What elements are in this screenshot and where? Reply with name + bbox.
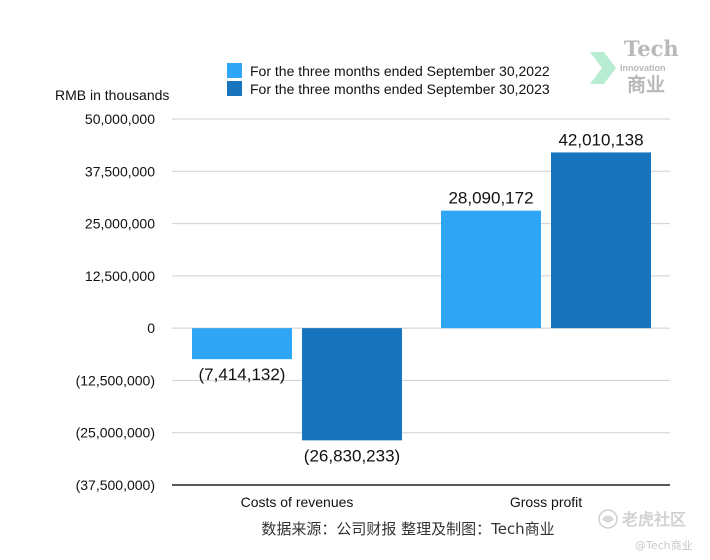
x-axis-category-labels: Costs of revenues Gross profit	[241, 494, 583, 510]
logo-text-tech: Tech	[624, 36, 679, 61]
x-category-label: Gross profit	[510, 494, 582, 510]
y-tick-label: 0	[147, 320, 155, 336]
y-axis-unit-label: RMB in thousands	[55, 87, 169, 103]
data-labels: (7,414,132) (26,830,233) 28,090,172 42,010,…	[199, 130, 644, 465]
y-tick-label: 25,000,000	[85, 216, 155, 232]
bar-gross-s1	[441, 210, 541, 329]
logo-text-brand: 商业	[627, 73, 665, 96]
watermark-text: 老虎社区	[621, 510, 686, 529]
y-tick-label: 12,500,000	[85, 268, 155, 284]
y-tick-label: 50,000,000	[85, 111, 155, 127]
logo-text-innovation: Innovation	[620, 63, 666, 73]
x-category-label: Costs of revenues	[241, 494, 354, 510]
logo-chevron-icon	[590, 52, 616, 84]
data-label: (7,414,132)	[199, 365, 286, 384]
y-tick-label: (25,000,000)	[76, 425, 155, 441]
tiger-logo-icon	[598, 509, 618, 529]
watermark: 老虎社区 @Tech商业	[598, 509, 693, 552]
data-label: (26,830,233)	[304, 446, 400, 465]
legend-swatch	[227, 81, 242, 96]
legend-label: For the three months ended September 30,…	[250, 81, 550, 97]
data-label: 28,090,172	[448, 189, 533, 208]
legend-label: For the three months ended September 30,…	[250, 63, 550, 79]
bars	[192, 152, 651, 441]
y-axis-tick-labels: 50,000,000 37,500,000 25,000,000 12,500,000…	[76, 111, 156, 493]
bar-gross-s2	[551, 152, 651, 329]
data-label: 42,010,138	[558, 130, 643, 149]
y-tick-label: 37,500,000	[85, 163, 155, 179]
bar-costs-s2	[302, 328, 402, 441]
tech-logo: Tech Innovation 商业	[590, 36, 679, 96]
legend-swatch	[227, 63, 242, 78]
bar-costs-s1	[192, 328, 292, 360]
source-note: 数据来源：公司财报 整理及制图：Tech商业	[261, 520, 554, 538]
watermark-handle: @Tech商业	[635, 538, 693, 552]
legend: For the three months ended September 30,…	[227, 63, 550, 97]
y-tick-label: (12,500,000)	[76, 372, 155, 388]
y-tick-label: (37,500,000)	[76, 477, 155, 493]
